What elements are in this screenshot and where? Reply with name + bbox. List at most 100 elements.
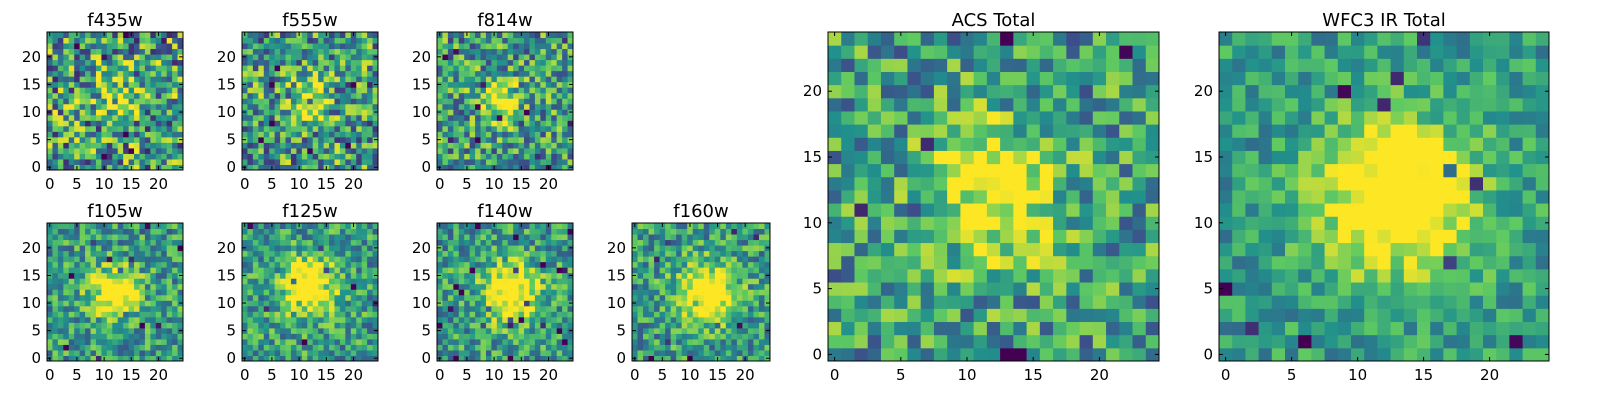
- heatmap-cell: [562, 229, 568, 235]
- heatmap-cell: [280, 32, 286, 38]
- heatmap-cell: [671, 306, 677, 312]
- heatmap-cell: [172, 350, 178, 356]
- heatmap-cell: [129, 131, 135, 137]
- heatmap-cell: [1093, 203, 1107, 217]
- heatmap-cell: [52, 229, 58, 235]
- heatmap-cell: [519, 306, 525, 312]
- heatmap-cell: [242, 234, 248, 240]
- heatmap-cell: [313, 306, 319, 312]
- heatmap-cell: [280, 115, 286, 121]
- heatmap-cell: [258, 38, 264, 44]
- heatmap-cell: [145, 245, 151, 251]
- heatmap-cell: [437, 267, 443, 273]
- heatmap-cell: [551, 131, 557, 137]
- x-tick-label: 10: [680, 366, 699, 384]
- heatmap-cell: [134, 153, 140, 159]
- heatmap-cell: [340, 159, 346, 165]
- heatmap-cell: [80, 60, 86, 66]
- heatmap-cell: [442, 300, 448, 306]
- heatmap-cell: [156, 339, 162, 345]
- heatmap-cell: [1027, 269, 1041, 283]
- heatmap-cell: [720, 229, 726, 235]
- heatmap-cell: [660, 278, 666, 284]
- heatmap-cell: [247, 229, 253, 235]
- heatmap-cell: [497, 339, 503, 345]
- heatmap-cell: [687, 278, 693, 284]
- heatmap-cell: [448, 344, 454, 350]
- heatmap-cell: [340, 317, 346, 323]
- heatmap-cell: [345, 109, 351, 115]
- heatmap-cell: [334, 328, 340, 334]
- heatmap-cell: [91, 267, 97, 273]
- heatmap-cell: [562, 251, 568, 257]
- heatmap-cell: [720, 240, 726, 246]
- heatmap-cell: [156, 98, 162, 104]
- heatmap-cell: [731, 240, 737, 246]
- heatmap-cell: [291, 278, 297, 284]
- heatmap-cell: [253, 306, 259, 312]
- heatmap-cell: [453, 87, 459, 93]
- heatmap-cell: [551, 87, 557, 93]
- heatmap-cell: [367, 148, 373, 154]
- heatmap-cell: [313, 159, 319, 165]
- heatmap-cell: [709, 278, 715, 284]
- heatmap-cell: [502, 153, 508, 159]
- heatmap-cell: [291, 115, 297, 121]
- heatmap-cell: [242, 60, 248, 66]
- heatmap-cell: [546, 71, 552, 77]
- heatmap-cell: [551, 245, 557, 251]
- heatmap-cell: [172, 137, 178, 143]
- heatmap-cell: [737, 256, 743, 262]
- heatmap-cell: [74, 131, 80, 137]
- heatmap-cell: [101, 71, 107, 77]
- heatmap-cell: [269, 137, 275, 143]
- heatmap-cell: [481, 148, 487, 154]
- heatmap-cell: [737, 300, 743, 306]
- heatmap-cell: [172, 54, 178, 60]
- heatmap-cell: [247, 350, 253, 356]
- heatmap-cell: [313, 104, 319, 110]
- heatmap-cell: [643, 256, 649, 262]
- heatmap-cell: [291, 234, 297, 240]
- heatmap-cell: [731, 333, 737, 339]
- heatmap-cell: [139, 311, 145, 317]
- heatmap-cell: [253, 223, 259, 229]
- heatmap-cell: [1093, 335, 1107, 349]
- heatmap-cell: [759, 289, 765, 295]
- heatmap-cell: [161, 223, 167, 229]
- heatmap-cell: [453, 278, 459, 284]
- heatmap-cell: [508, 262, 514, 268]
- heatmap-cell: [459, 223, 465, 229]
- heatmap-cell: [74, 295, 80, 301]
- heatmap-cell: [356, 322, 362, 328]
- heatmap-cell: [367, 306, 373, 312]
- heatmap-cell: [508, 245, 514, 251]
- heatmap-cell: [540, 306, 546, 312]
- heatmap-cell: [275, 43, 281, 49]
- heatmap-cell: [464, 109, 470, 115]
- heatmap-cell: [698, 245, 704, 251]
- heatmap-cell: [470, 115, 476, 121]
- heatmap-cell: [253, 262, 259, 268]
- heatmap-cell: [264, 284, 270, 290]
- heatmap-cell: [96, 98, 102, 104]
- heatmap-cell: [687, 229, 693, 235]
- heatmap-cell: [960, 335, 974, 349]
- heatmap-cell: [340, 240, 346, 246]
- heatmap-cell: [329, 322, 335, 328]
- heatmap-cell: [660, 339, 666, 345]
- heatmap-cell: [475, 256, 481, 262]
- heatmap-cell: [58, 267, 64, 273]
- heatmap-cell: [437, 289, 443, 295]
- heatmap-cell: [324, 65, 330, 71]
- heatmap-cell: [313, 234, 319, 240]
- heatmap-cell: [947, 335, 961, 349]
- heatmap-cell: [134, 333, 140, 339]
- x-tick-label: 20: [539, 175, 558, 193]
- heatmap-cell: [275, 120, 281, 126]
- heatmap-cell: [324, 38, 330, 44]
- heatmap-cell: [351, 251, 357, 257]
- heatmap-cell: [329, 240, 335, 246]
- heatmap-cell: [253, 120, 259, 126]
- heatmap-cell: [156, 38, 162, 44]
